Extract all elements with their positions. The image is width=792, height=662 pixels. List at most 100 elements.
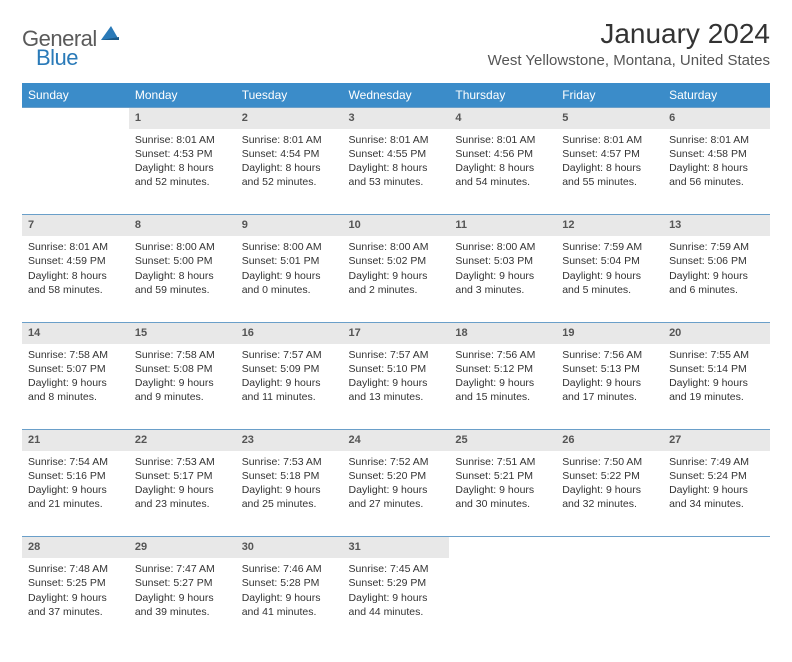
sunset-line: Sunset: 5:00 PM [135,254,230,268]
sunset-line: Sunset: 5:22 PM [562,469,657,483]
daylight-line: Daylight: 9 hours and 8 minutes. [28,376,123,404]
day-detail-cell: Sunrise: 7:55 AMSunset: 5:14 PMDaylight:… [663,344,770,430]
daylight-line: Daylight: 8 hours and 56 minutes. [669,161,764,189]
sunrise-line: Sunrise: 8:01 AM [135,133,230,147]
day-header-row: Sunday Monday Tuesday Wednesday Thursday… [22,83,770,108]
brand-part2: Blue [36,45,78,70]
day-number-row: 78910111213 [22,215,770,236]
day-number-cell: 14 [22,322,129,343]
sunrise-line: Sunrise: 8:01 AM [28,240,123,254]
sunset-line: Sunset: 4:54 PM [242,147,337,161]
sunset-line: Sunset: 4:55 PM [349,147,444,161]
sunrise-line: Sunrise: 7:56 AM [562,348,657,362]
daylight-line: Daylight: 9 hours and 44 minutes. [349,591,444,619]
sunset-line: Sunset: 5:02 PM [349,254,444,268]
sunrise-line: Sunrise: 8:01 AM [349,133,444,147]
day-number-cell: 28 [22,537,129,558]
day-number-cell [663,537,770,558]
sunrise-line: Sunrise: 7:57 AM [349,348,444,362]
day-detail-cell: Sunrise: 7:56 AMSunset: 5:12 PMDaylight:… [449,344,556,430]
day-detail-cell: Sunrise: 7:57 AMSunset: 5:10 PMDaylight:… [343,344,450,430]
day-detail-cell: Sunrise: 7:52 AMSunset: 5:20 PMDaylight:… [343,451,450,537]
daylight-line: Daylight: 9 hours and 34 minutes. [669,483,764,511]
day-number-cell: 30 [236,537,343,558]
sunset-line: Sunset: 5:12 PM [455,362,550,376]
sunrise-line: Sunrise: 7:55 AM [669,348,764,362]
sunrise-line: Sunrise: 7:58 AM [28,348,123,362]
daylight-line: Daylight: 9 hours and 21 minutes. [28,483,123,511]
day-detail-cell: Sunrise: 7:45 AMSunset: 5:29 PMDaylight:… [343,558,450,644]
sunrise-line: Sunrise: 7:58 AM [135,348,230,362]
sunrise-line: Sunrise: 7:56 AM [455,348,550,362]
sunset-line: Sunset: 5:18 PM [242,469,337,483]
calendar-page: General January 2024 West Yellowstone, M… [0,0,792,662]
day-detail-cell: Sunrise: 7:56 AMSunset: 5:13 PMDaylight:… [556,344,663,430]
day-detail-cell: Sunrise: 7:59 AMSunset: 5:04 PMDaylight:… [556,236,663,322]
day-detail-cell: Sunrise: 7:59 AMSunset: 5:06 PMDaylight:… [663,236,770,322]
sunset-line: Sunset: 5:08 PM [135,362,230,376]
sunrise-line: Sunrise: 7:52 AM [349,455,444,469]
sunset-line: Sunset: 5:21 PM [455,469,550,483]
daylight-line: Daylight: 9 hours and 9 minutes. [135,376,230,404]
day-number-cell: 24 [343,430,450,451]
day-detail-cell: Sunrise: 7:53 AMSunset: 5:18 PMDaylight:… [236,451,343,537]
day-number-cell: 29 [129,537,236,558]
day-detail-cell: Sunrise: 8:00 AMSunset: 5:02 PMDaylight:… [343,236,450,322]
day-number-cell: 1 [129,108,236,129]
day-number-cell [556,537,663,558]
daylight-line: Daylight: 9 hours and 15 minutes. [455,376,550,404]
sunset-line: Sunset: 4:59 PM [28,254,123,268]
day-number-cell: 15 [129,322,236,343]
day-header: Sunday [22,83,129,108]
sunset-line: Sunset: 5:20 PM [349,469,444,483]
sunrise-line: Sunrise: 7:47 AM [135,562,230,576]
sunset-line: Sunset: 5:07 PM [28,362,123,376]
sunrise-line: Sunrise: 8:00 AM [135,240,230,254]
sunset-line: Sunset: 5:16 PM [28,469,123,483]
sunrise-line: Sunrise: 7:57 AM [242,348,337,362]
sunset-line: Sunset: 5:28 PM [242,576,337,590]
day-number-cell: 18 [449,322,556,343]
day-detail-row: Sunrise: 7:54 AMSunset: 5:16 PMDaylight:… [22,451,770,537]
day-detail-cell: Sunrise: 8:01 AMSunset: 4:54 PMDaylight:… [236,129,343,215]
day-number-row: 14151617181920 [22,322,770,343]
sunset-line: Sunset: 5:06 PM [669,254,764,268]
day-number-cell: 21 [22,430,129,451]
day-detail-cell [663,558,770,644]
sunset-line: Sunset: 5:13 PM [562,362,657,376]
day-header: Friday [556,83,663,108]
day-detail-cell: Sunrise: 7:58 AMSunset: 5:07 PMDaylight:… [22,344,129,430]
sunset-line: Sunset: 5:10 PM [349,362,444,376]
daylight-line: Daylight: 8 hours and 53 minutes. [349,161,444,189]
day-detail-cell: Sunrise: 7:46 AMSunset: 5:28 PMDaylight:… [236,558,343,644]
daylight-line: Daylight: 8 hours and 54 minutes. [455,161,550,189]
sunrise-line: Sunrise: 7:48 AM [28,562,123,576]
day-detail-cell [22,129,129,215]
day-number-cell: 8 [129,215,236,236]
daylight-line: Daylight: 9 hours and 11 minutes. [242,376,337,404]
sunset-line: Sunset: 4:58 PM [669,147,764,161]
day-number-row: 28293031 [22,537,770,558]
sunset-line: Sunset: 5:03 PM [455,254,550,268]
day-detail-cell: Sunrise: 8:01 AMSunset: 4:56 PMDaylight:… [449,129,556,215]
day-number-cell: 19 [556,322,663,343]
sunset-line: Sunset: 5:24 PM [669,469,764,483]
day-number-cell: 10 [343,215,450,236]
sunset-line: Sunset: 4:53 PM [135,147,230,161]
day-number-cell: 5 [556,108,663,129]
day-detail-cell: Sunrise: 7:48 AMSunset: 5:25 PMDaylight:… [22,558,129,644]
day-number-row: 123456 [22,108,770,129]
day-detail-row: Sunrise: 7:58 AMSunset: 5:07 PMDaylight:… [22,344,770,430]
sunrise-line: Sunrise: 7:46 AM [242,562,337,576]
day-header: Tuesday [236,83,343,108]
day-number-cell: 26 [556,430,663,451]
sunrise-line: Sunrise: 8:00 AM [242,240,337,254]
sunset-line: Sunset: 5:29 PM [349,576,444,590]
sunrise-line: Sunrise: 7:53 AM [135,455,230,469]
sunrise-line: Sunrise: 8:00 AM [455,240,550,254]
sunrise-line: Sunrise: 8:01 AM [242,133,337,147]
sunrise-line: Sunrise: 7:59 AM [562,240,657,254]
sunrise-line: Sunrise: 7:51 AM [455,455,550,469]
daylight-line: Daylight: 9 hours and 37 minutes. [28,591,123,619]
day-number-cell: 3 [343,108,450,129]
